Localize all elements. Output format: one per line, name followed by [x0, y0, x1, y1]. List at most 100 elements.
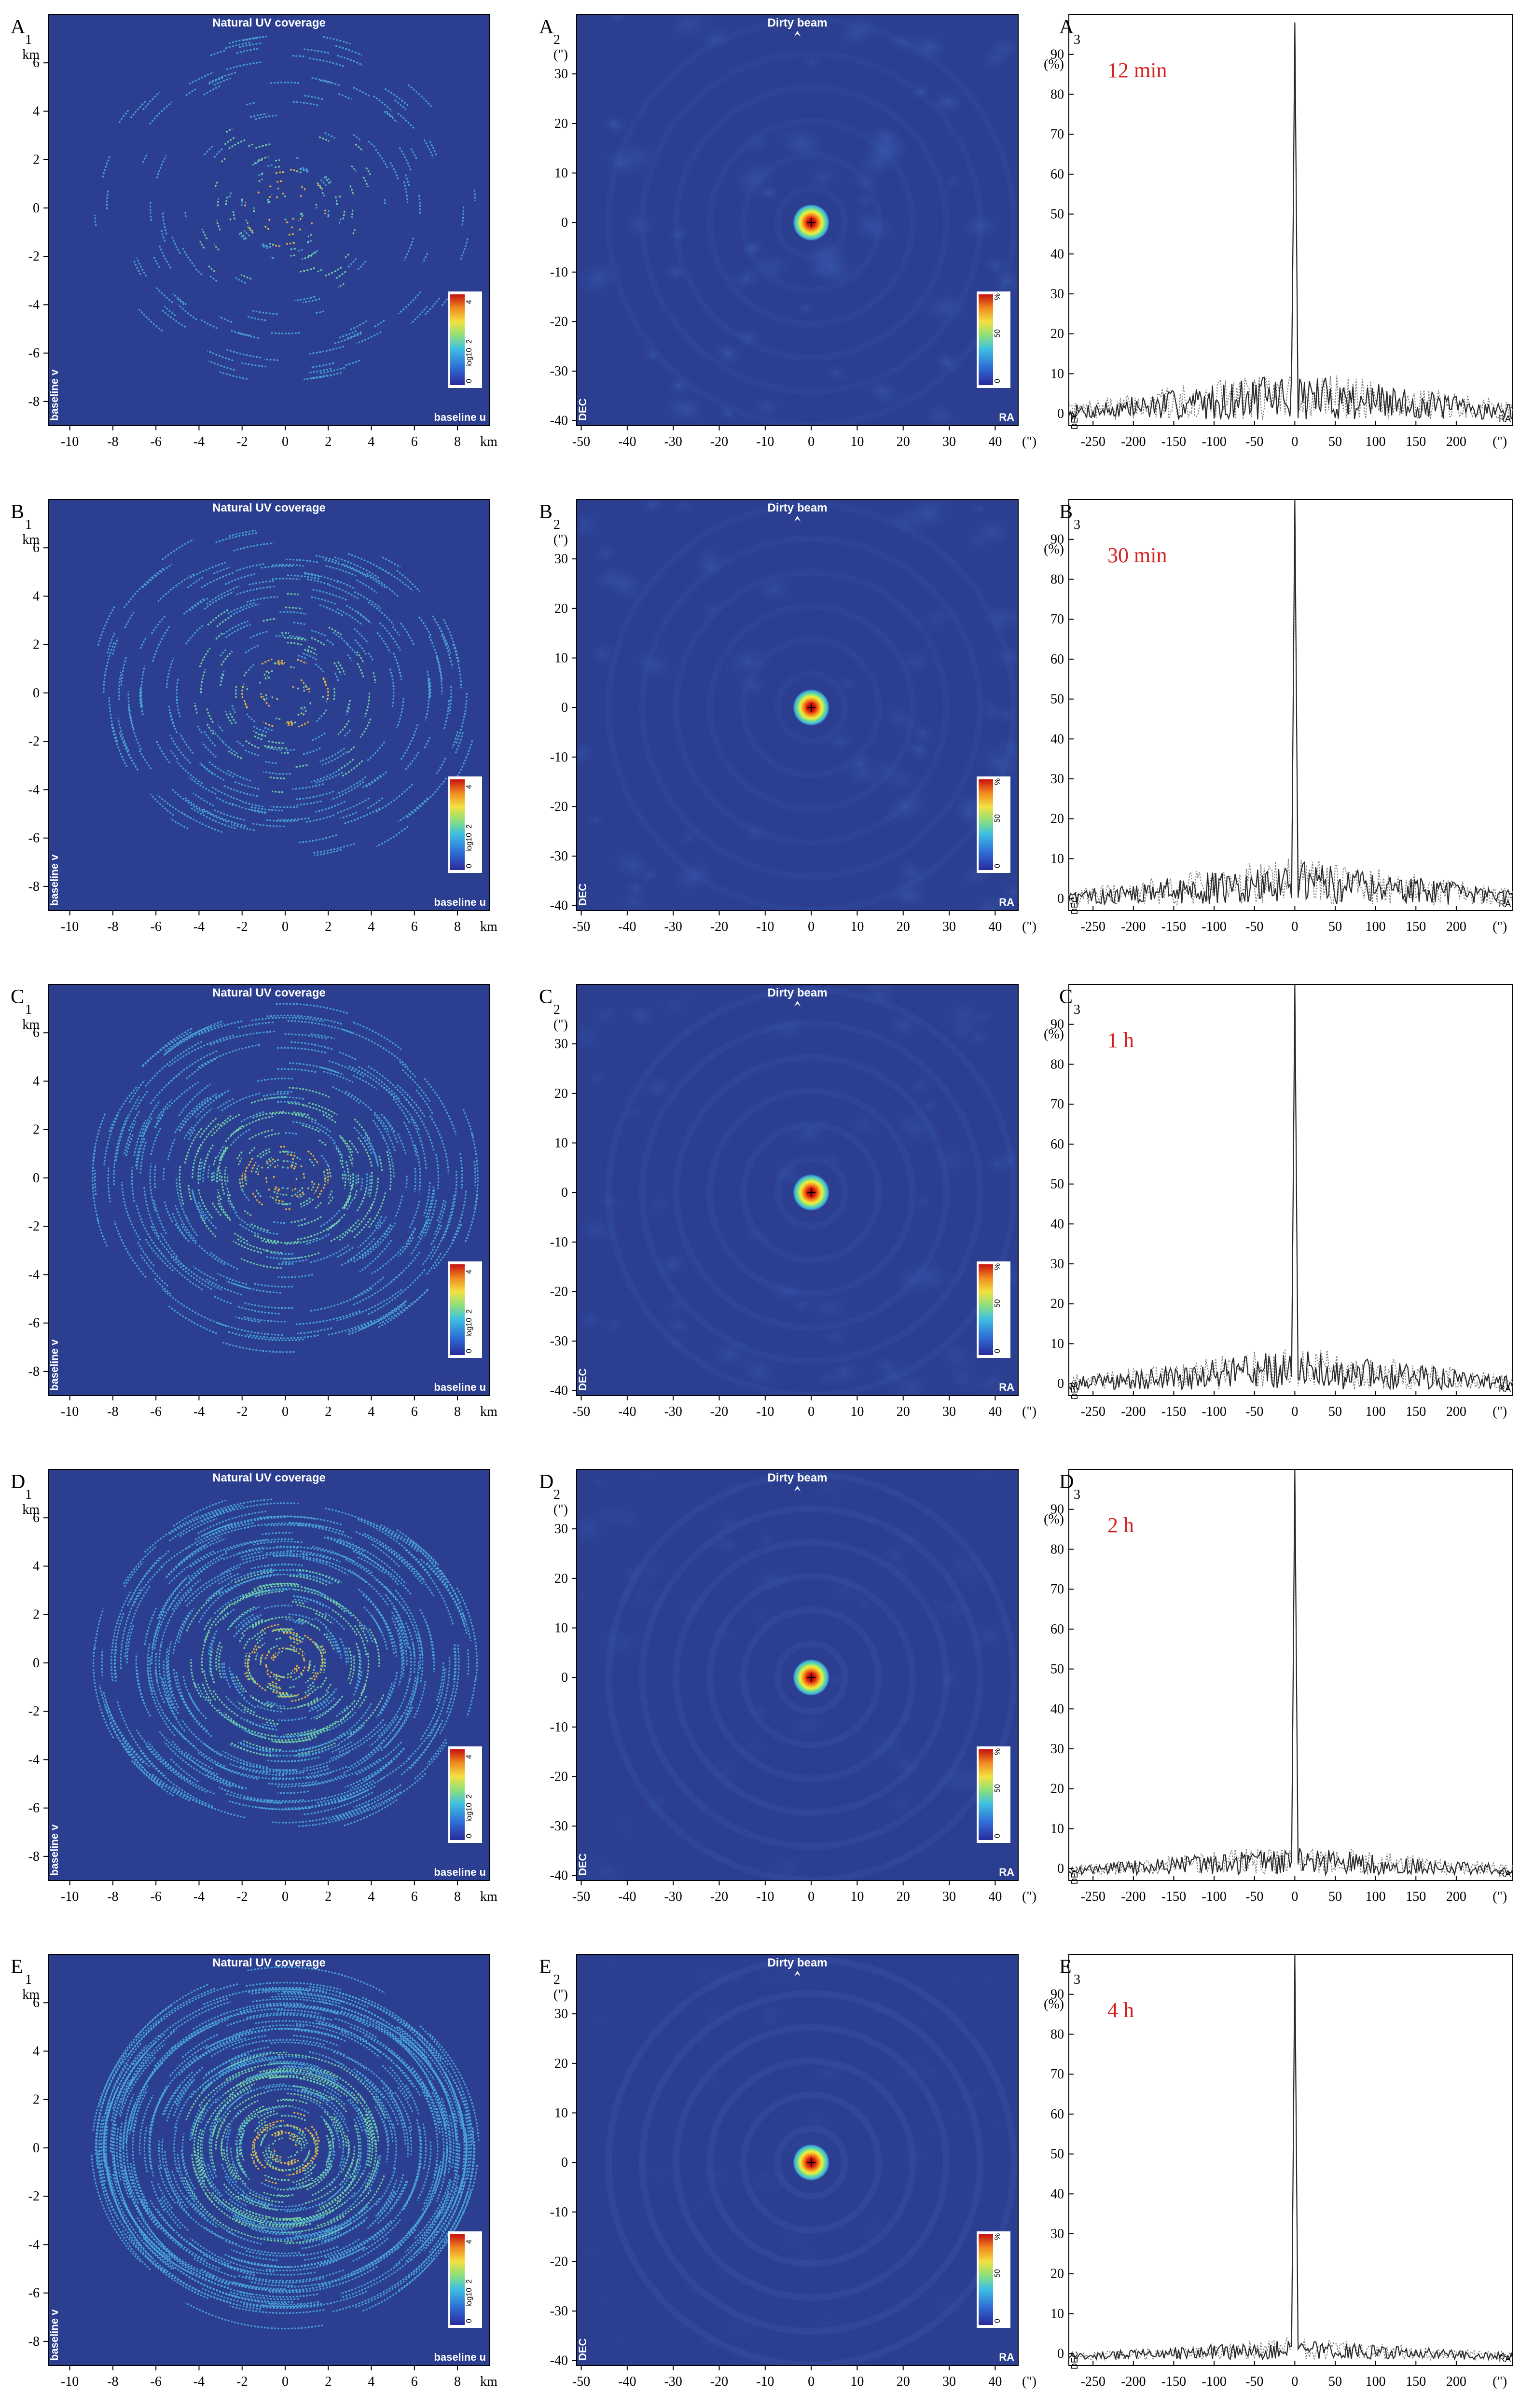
- uv-arc: [292, 101, 319, 107]
- uv-arc: [200, 319, 218, 330]
- uv-arc: [149, 2109, 157, 2177]
- uv-arc: [284, 637, 304, 641]
- uv-arc: [313, 1183, 320, 1194]
- uv-arc: [333, 2117, 347, 2148]
- uv-arc: [164, 1020, 223, 1055]
- uv-x-tick-label: 6: [411, 2374, 418, 2389]
- profile-y-tick-label: 90: [1050, 532, 1064, 547]
- uv-arc: [366, 1269, 426, 1316]
- beam-y-unit: ("): [553, 1987, 568, 2002]
- uv-arc: [326, 2141, 332, 2164]
- profile-x-unit: ("): [1492, 919, 1507, 934]
- uv-arc: [336, 2172, 363, 2203]
- beam-colorbar-unit: %: [994, 778, 1002, 785]
- uv-arc: [386, 1151, 392, 1191]
- uv-arc: [372, 1543, 400, 1567]
- uv-arc: [372, 1120, 385, 1140]
- uv-arc: [98, 2116, 118, 2217]
- uv-arc: [215, 532, 258, 543]
- sidelobe-blob: [746, 2161, 795, 2203]
- sidelobe-blob: [716, 404, 740, 423]
- uv-x-tick-label: 6: [411, 1889, 418, 1904]
- profile-corner-dec: DEC: [1070, 411, 1079, 429]
- uv-arc: [302, 2089, 330, 2103]
- uv-arc: [373, 1114, 396, 1151]
- uv-arc: [104, 1698, 151, 1767]
- uv-arc: [276, 180, 283, 183]
- uv-arc: [349, 185, 355, 196]
- sidelobe-blob: [886, 852, 938, 894]
- sidelobe-blob: [795, 2049, 862, 2097]
- profile-frame: [1068, 984, 1513, 1396]
- uv-arc: [395, 1617, 409, 1648]
- uv-arc: [264, 2085, 308, 2090]
- uv-arc: [296, 712, 303, 717]
- uv-tracks: [97, 529, 473, 857]
- uv-arc: [251, 1990, 302, 1995]
- uv-arc: [422, 2091, 439, 2178]
- uv-arc: [249, 1732, 287, 1741]
- uv-arc: [308, 1660, 311, 1670]
- sidelobe-ring: [673, 569, 950, 846]
- uv-arc: [175, 2267, 287, 2305]
- uv-arc: [294, 1589, 340, 1606]
- uv-arc: [256, 1228, 278, 1235]
- uv-arc: [282, 2217, 300, 2220]
- sidelobe-blob: [980, 2118, 1004, 2136]
- uv-arc: [166, 1697, 178, 1718]
- uv-arc: [330, 1632, 342, 1659]
- profile-y-unit: (%): [1044, 1512, 1064, 1527]
- uv-arc: [266, 2106, 284, 2112]
- uv-arc: [167, 2252, 252, 2296]
- uv-arc: [318, 2000, 403, 2043]
- uv-arc: [140, 665, 146, 707]
- uv-frame: [48, 984, 490, 1396]
- beam-y-tick-label: 20: [554, 1571, 568, 1586]
- uv-colorbar-tick: 2: [465, 1309, 473, 1314]
- uv-arc: [141, 2197, 207, 2261]
- uv-arc: [443, 700, 450, 730]
- uv-colorbar-tick: 2: [465, 1794, 473, 1799]
- uv-arc: [223, 785, 258, 797]
- uv-arc: [226, 1280, 249, 1289]
- uv-arc: [246, 596, 278, 603]
- uv-x-tick-label: -6: [151, 1404, 162, 1419]
- sidelobe-ring: [639, 535, 984, 880]
- uv-arc: [111, 1591, 131, 1682]
- uv-arc: [395, 1589, 424, 1657]
- uv-arc: [241, 1550, 263, 1558]
- uv-arc: [235, 1617, 260, 1635]
- uv-arc: [312, 589, 347, 601]
- uv-arc: [163, 1660, 180, 1715]
- uv-arc: [281, 2115, 307, 2122]
- uv-arc: [280, 2028, 340, 2038]
- uv-arc: [301, 1654, 305, 1662]
- beam-x-tick-label: 20: [897, 434, 910, 449]
- uv-x-tick-label: -4: [193, 1404, 205, 1419]
- beam-y-tick-label: -20: [550, 799, 568, 814]
- profile-x-tick-label: 100: [1366, 434, 1386, 449]
- uv-arc: [248, 663, 255, 671]
- sidelobe-blob: [584, 2005, 615, 2029]
- uv-x-tick-label: 0: [282, 1889, 289, 1904]
- uv-arc: [186, 1058, 217, 1079]
- sidelobe-blob: [747, 1524, 786, 1554]
- uv-arc: [152, 255, 160, 268]
- uv-arc: [99, 1685, 109, 1712]
- sidelobe-blob: [662, 852, 725, 902]
- uv-arc: [225, 623, 251, 638]
- uv-arc: [201, 2063, 246, 2094]
- uv-arc: [434, 1201, 447, 1235]
- uv-arc: [171, 1785, 246, 1818]
- uv-arc: [136, 1241, 155, 1267]
- sidelobe-blob: [661, 1294, 691, 1317]
- uv-arc: [231, 823, 255, 831]
- uv-arc: [374, 2106, 389, 2163]
- uv-arc: [272, 790, 284, 793]
- uv-arc: [321, 1066, 345, 1076]
- beam-x-tick-label: 10: [850, 1404, 864, 1419]
- uv-arc: [286, 1675, 292, 1679]
- uv-arc: [256, 1574, 311, 1579]
- uv-arc: [408, 1725, 441, 1771]
- uv-arc: [294, 2072, 339, 2089]
